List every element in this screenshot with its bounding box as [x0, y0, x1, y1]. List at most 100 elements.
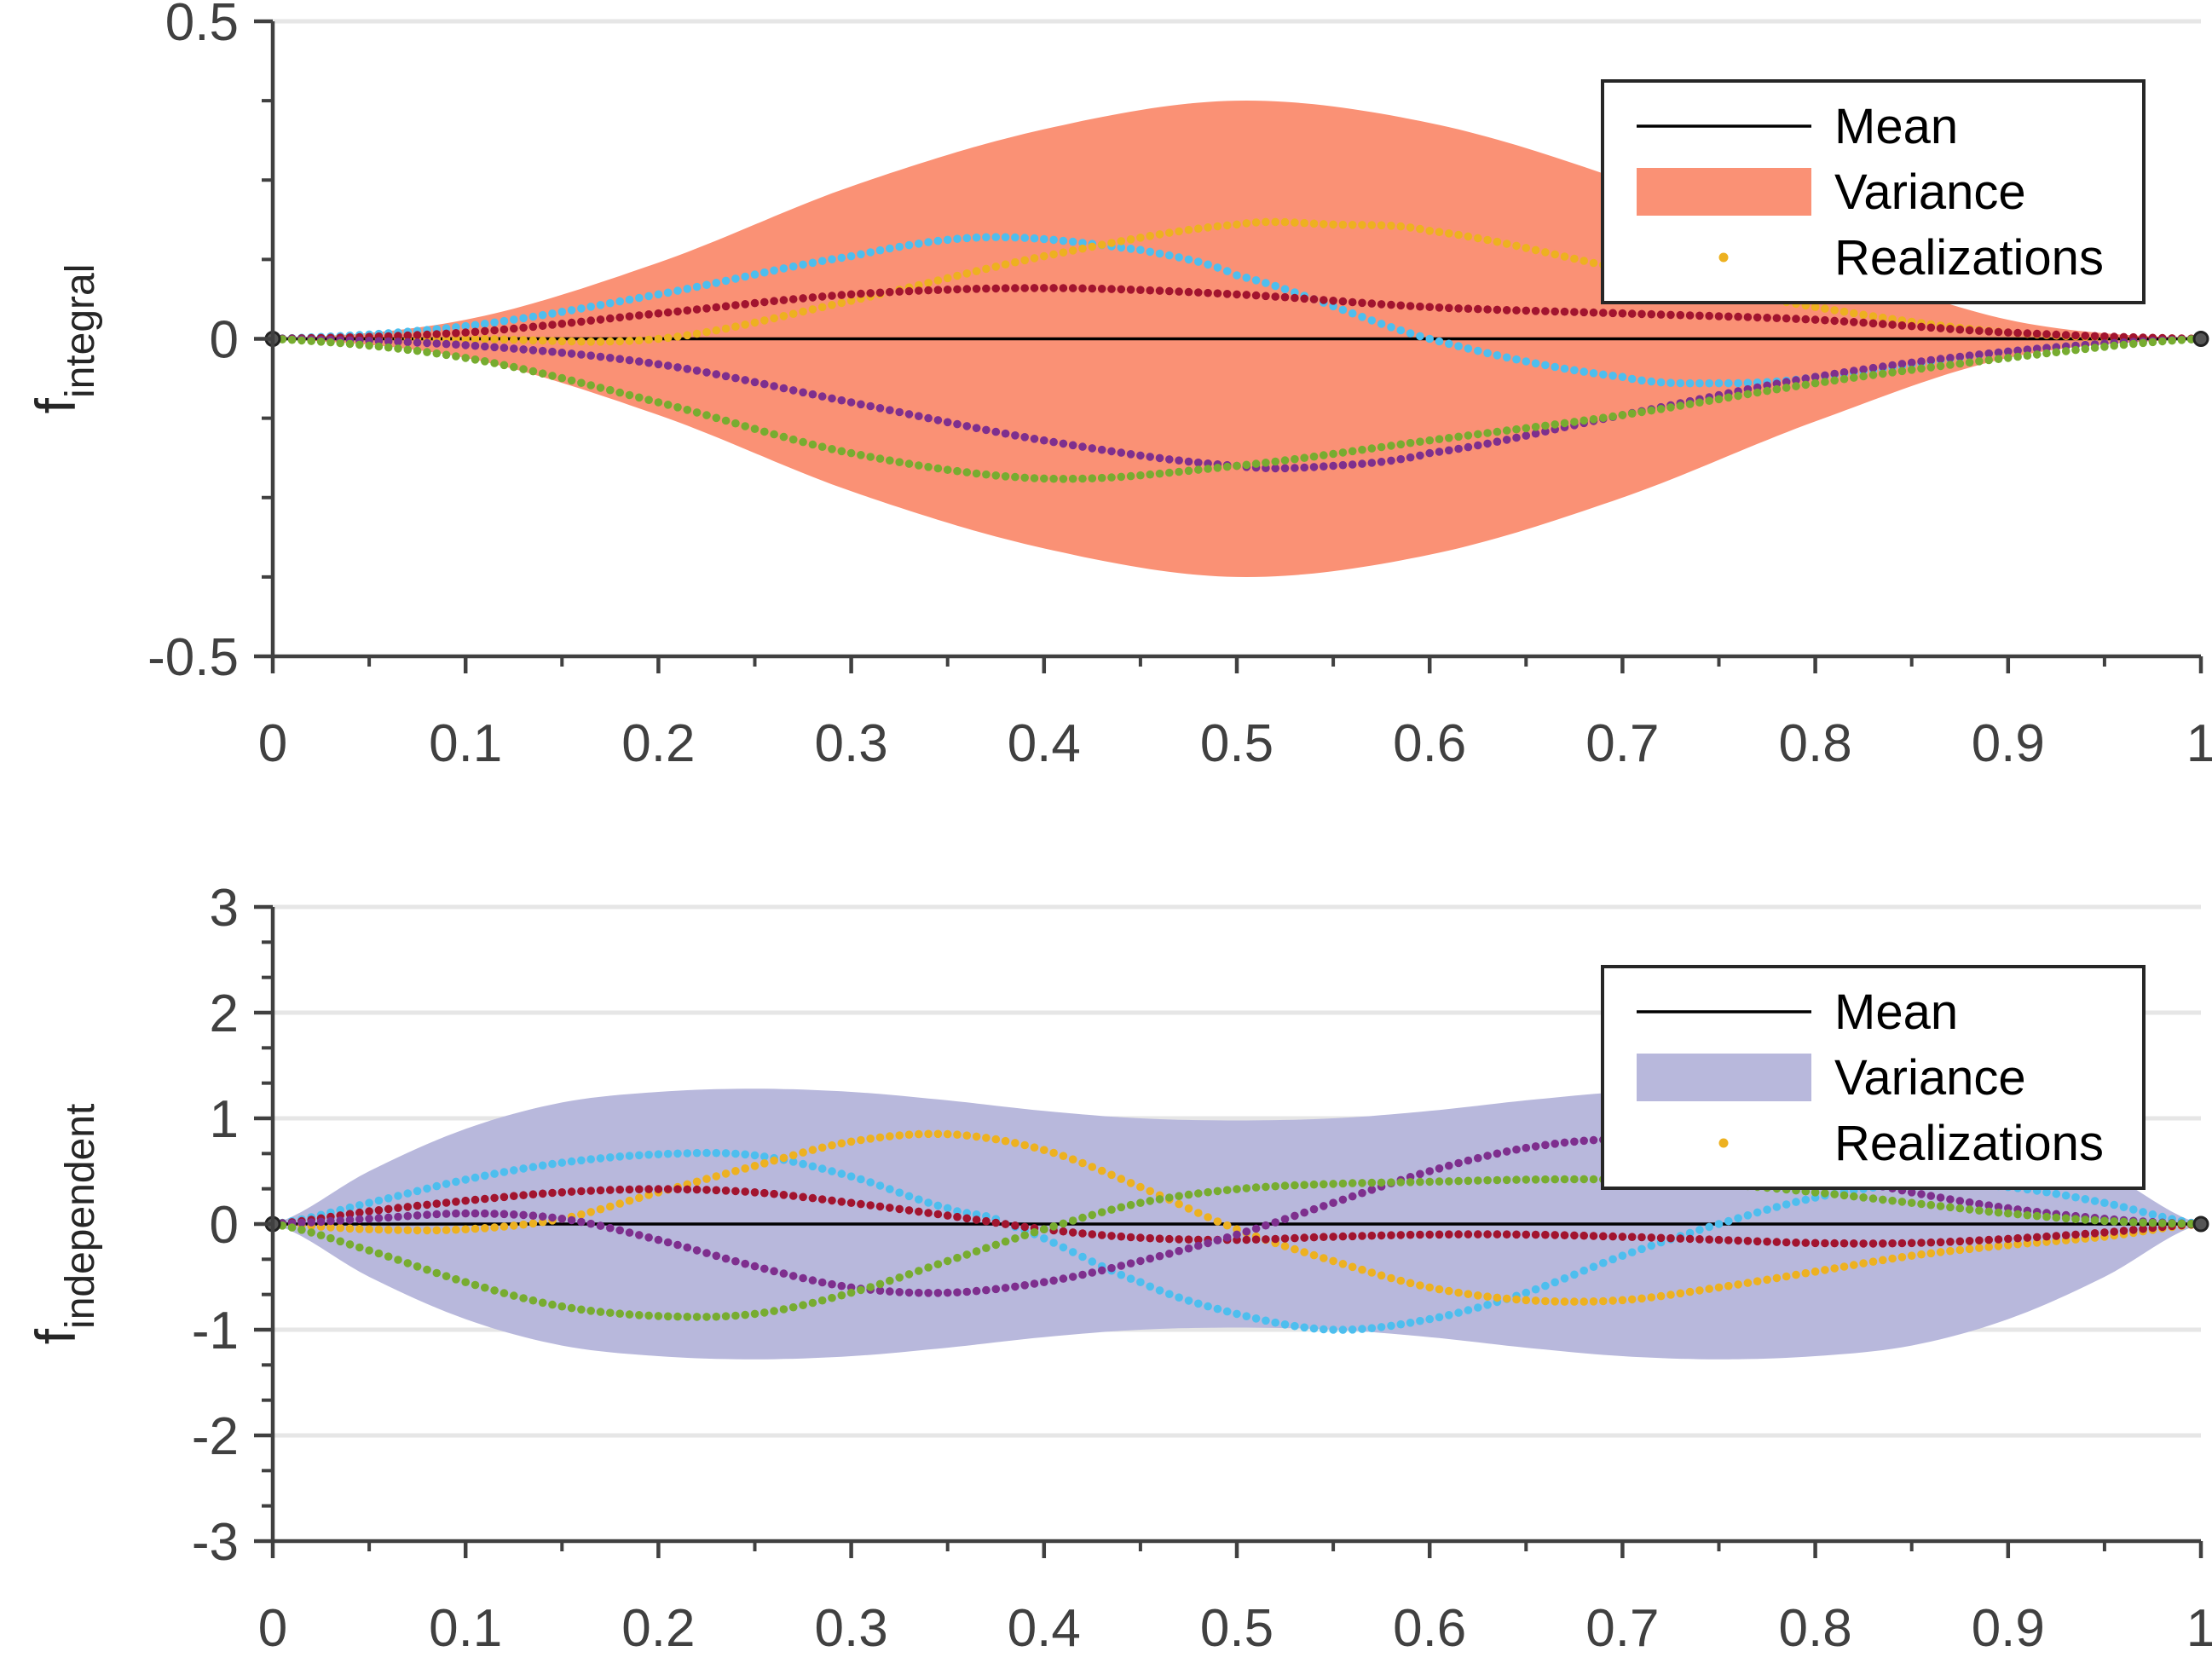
realization-point	[1377, 300, 1386, 309]
realization-point	[692, 1185, 702, 1194]
realization-point	[1396, 301, 1406, 310]
realization-point	[1907, 1239, 1916, 1248]
realization-point	[886, 456, 894, 465]
realization-point	[577, 378, 586, 388]
realization-point	[1850, 309, 1858, 318]
realization-point	[1049, 1148, 1058, 1158]
realization-point	[519, 1210, 528, 1220]
realization-point	[307, 1228, 316, 1237]
realization-point	[1560, 1274, 1569, 1283]
realization-point	[1868, 371, 1878, 379]
realization-point	[1907, 366, 1916, 374]
realization-point	[1020, 1281, 1029, 1290]
realization-point	[1454, 1230, 1463, 1239]
realization-point	[413, 331, 422, 339]
realization-point	[1059, 475, 1068, 483]
realization-point	[2100, 332, 2109, 341]
y-axis-label: fintegral	[24, 264, 103, 414]
realization-point	[1743, 378, 1753, 388]
legend-label: Realizations	[1834, 1116, 2104, 1171]
realization-point	[1859, 1193, 1868, 1202]
realization-point	[644, 1311, 653, 1320]
realization-point	[904, 240, 914, 250]
realization-point	[1955, 1197, 1965, 1205]
realization-point	[1155, 230, 1164, 239]
realization-point	[1204, 1302, 1212, 1311]
realization-point	[1551, 250, 1559, 259]
realization-point	[1811, 1267, 1820, 1276]
realization-point	[1242, 460, 1251, 470]
realization-point	[452, 340, 460, 349]
realization-point	[1001, 429, 1010, 438]
realization-point	[586, 1307, 595, 1315]
realization-series-2	[269, 284, 2205, 344]
realization-point	[654, 1150, 663, 1158]
realization-point	[2013, 352, 2022, 361]
realization-point	[1531, 429, 1540, 438]
realization-point	[788, 1192, 798, 1200]
realization-point	[1338, 1179, 1348, 1188]
realization-point	[1955, 325, 1965, 334]
realization-point	[1078, 474, 1087, 483]
realization-point	[1146, 1282, 1154, 1291]
realization-point	[1194, 1235, 1203, 1244]
realization-point	[828, 1140, 836, 1150]
realization-point	[799, 294, 807, 303]
realization-point	[1271, 292, 1279, 301]
realization-point	[750, 1162, 759, 1170]
realization-point	[972, 424, 981, 433]
realization-point	[1753, 1277, 1762, 1285]
realization-point	[817, 292, 827, 301]
realization-point	[2004, 1209, 2013, 1218]
realization-point	[644, 1233, 653, 1242]
realization-point	[1965, 351, 1974, 361]
realization-point	[1666, 310, 1675, 320]
realization-point	[500, 335, 509, 344]
realization-point	[673, 1312, 682, 1321]
realization-point	[1926, 1238, 1936, 1247]
realization-point	[1242, 1235, 1251, 1244]
realization-point	[1396, 1231, 1406, 1239]
realization-point	[596, 352, 605, 361]
realization-point	[2168, 336, 2176, 345]
realization-point	[606, 1202, 615, 1211]
realization-point	[625, 1310, 634, 1319]
realization-point	[712, 413, 721, 423]
realization-point	[1493, 427, 1502, 436]
realization-point	[692, 1313, 702, 1321]
realization-point	[1772, 1273, 1782, 1283]
realization-point	[1146, 286, 1154, 295]
realization-point	[1175, 253, 1183, 262]
realization-point	[500, 1289, 509, 1297]
realization-point	[779, 1305, 788, 1314]
realization-point	[615, 355, 624, 364]
realization-point	[519, 1164, 528, 1173]
realization-point	[316, 338, 326, 346]
realization-point	[692, 1177, 702, 1187]
realization-point	[1994, 327, 2003, 337]
realization-point	[788, 1302, 798, 1312]
realization-point	[403, 1211, 413, 1221]
realization-point	[1965, 1244, 1974, 1254]
realization-point	[1984, 1207, 1993, 1216]
realization-point	[721, 1169, 731, 1178]
realization-point	[1483, 235, 1492, 245]
realization-point	[683, 331, 692, 340]
realization-point	[1435, 1285, 1444, 1294]
realization-point	[1262, 217, 1270, 227]
realization-point	[702, 327, 711, 337]
realization-point	[788, 1158, 798, 1166]
realization-point	[1483, 429, 1492, 437]
realization-point	[538, 1298, 547, 1308]
realization-point	[866, 401, 875, 411]
realization-point	[1541, 1281, 1550, 1291]
realization-point	[1291, 1181, 1299, 1190]
realization-point	[1011, 431, 1019, 440]
realization-point	[1830, 306, 1839, 315]
realization-point	[1685, 311, 1695, 320]
realization-point	[654, 1312, 663, 1320]
realization-point	[779, 384, 788, 393]
realization-point	[712, 1312, 721, 1321]
realization-point	[1868, 319, 1878, 328]
